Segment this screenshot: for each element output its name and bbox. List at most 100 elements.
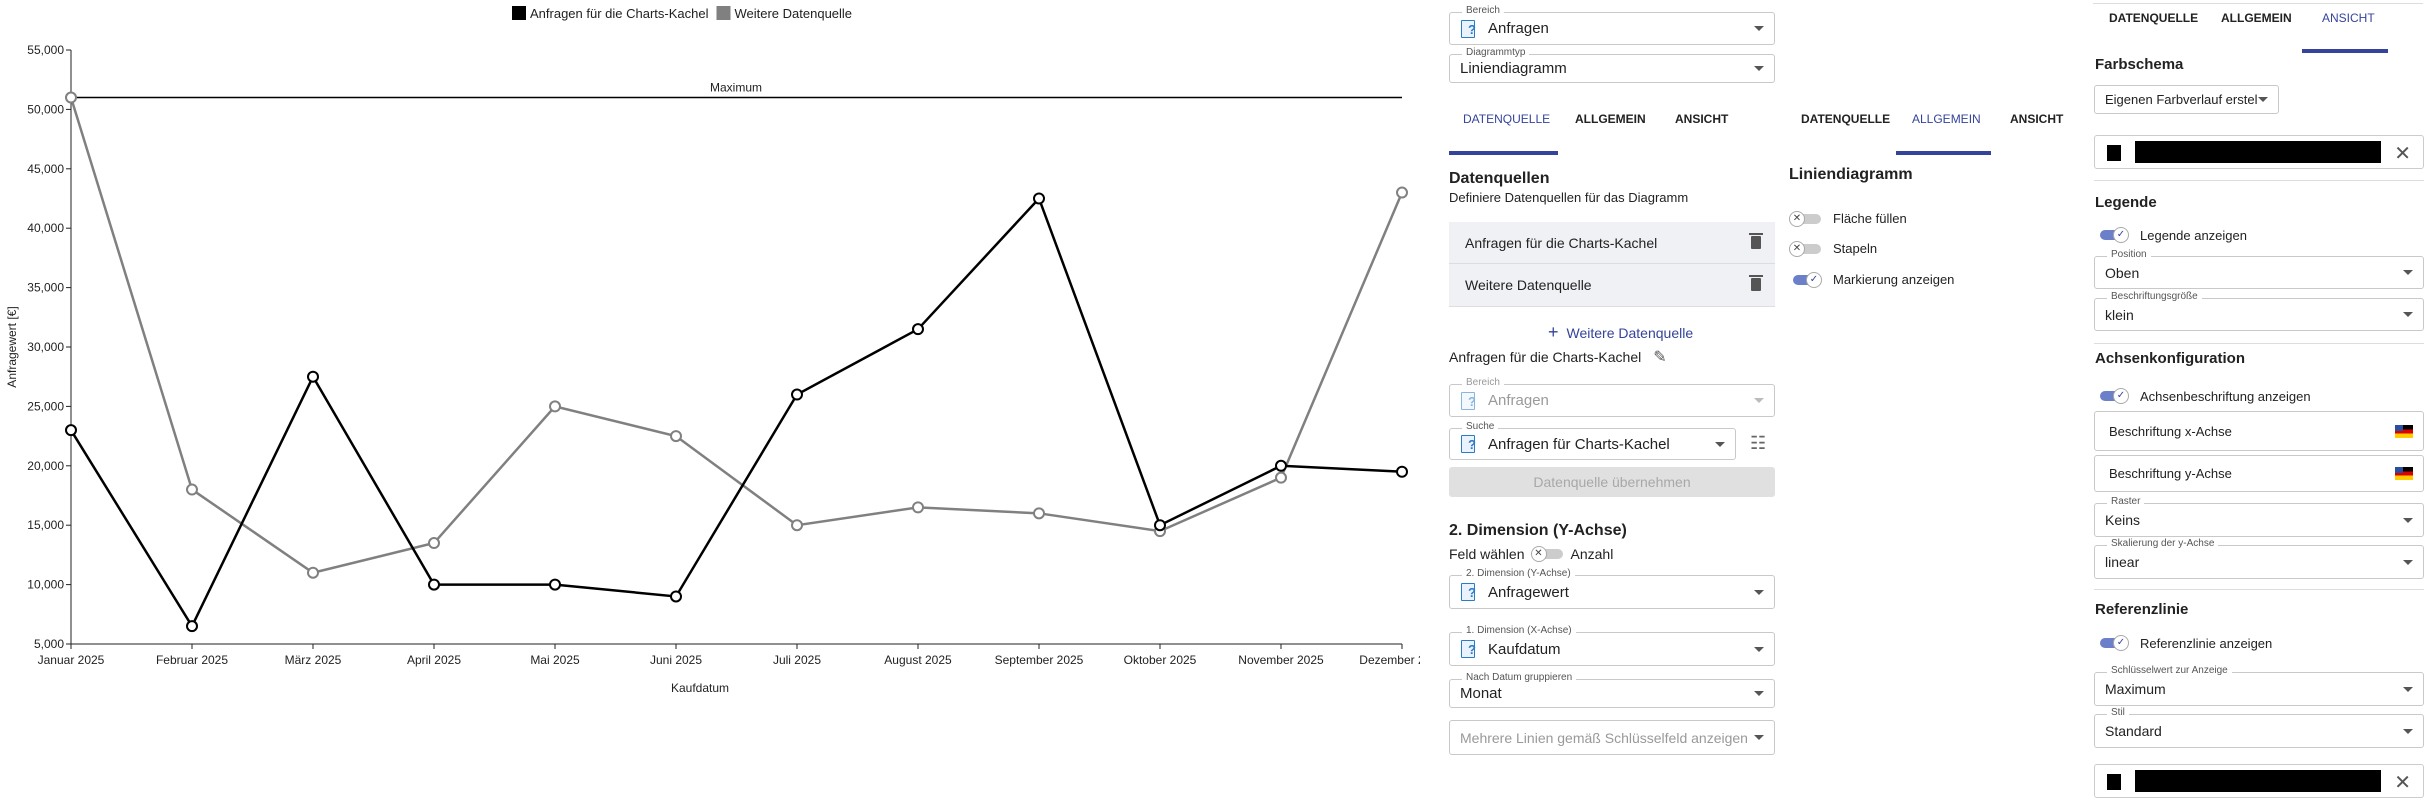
list-item[interactable]: Anfragen für die Charts-Kachel [1449,222,1775,264]
reference-line-label: Maximum [710,81,762,95]
y-tick-label: 25,000 [27,399,64,413]
y-scale-select[interactable]: Skalierung der y-Achse linear [2094,538,2424,579]
tab-ansicht[interactable]: ANSICHT [2322,11,2375,25]
x-axis-label-input[interactable]: Beschriftung x-Achse [2094,411,2424,451]
y-tick-label: 35,000 [27,281,64,295]
data-point [1033,507,1045,520]
tab-ansicht[interactable]: ANSICHT [1675,112,1729,126]
color-picker-row[interactable]: ✕ [2094,135,2424,169]
legend-swatch [716,6,731,20]
color-swatch[interactable] [2107,145,2121,161]
field-label: Skalierung der y-Achse [2107,538,2219,550]
filter-settings-icon[interactable]: ☷ [1750,433,1767,453]
caret-down-icon [2403,686,2413,692]
caret-down-icon [2403,728,2413,734]
bereich-select[interactable]: Bereich Anfragen [1449,5,1775,45]
position-select[interactable]: Position Oben [2094,249,2424,289]
field-value: Oben [2105,264,2140,281]
achsen-heading: Achsenkonfiguration [2095,350,2246,367]
dimension1-select[interactable]: 1. Dimension (X-Achse) Kaufdatum [1449,625,1775,666]
datenquellen-heading: Datenquellen [1449,170,1550,187]
legend-label: Weitere Datenquelle [734,6,852,21]
caret-down-icon [1754,398,1764,403]
data-point [791,519,803,532]
stapeln-toggle[interactable]: ✕ [1789,241,1823,257]
field-value: Kaufdatum [1488,640,1561,658]
tab-datenquelle[interactable]: DATENQUELLE [2109,11,2199,25]
x-tick-label: März 2025 [285,653,342,667]
source-name: Weitere Datenquelle [1465,277,1592,293]
field-label: 1. Dimension (X-Achse) [1462,625,1576,637]
flag-de-icon[interactable] [2395,424,2413,438]
x-tick-label: Oktober 2025 [1124,653,1197,667]
toggle-label: Stapeln [1833,241,1878,256]
caret-down-icon [1754,26,1764,31]
list-item[interactable]: Weitere Datenquelle [1449,264,1775,307]
apply-source-button[interactable]: Datenquelle übernehmen [1449,467,1775,497]
y-tick-label: 40,000 [27,221,64,235]
referenzlinie-toggle[interactable]: ✓ [2096,635,2130,651]
report-icon [1460,391,1478,411]
flaeche-fuellen-toggle[interactable]: ✕ [1789,211,1823,227]
group-by-date-select[interactable]: Nach Datum gruppieren Monat [1449,672,1775,708]
y-tick-label: 20,000 [27,459,64,473]
close-icon[interactable]: ✕ [2394,143,2411,165]
raster-select[interactable]: Raster Keins [2094,496,2424,537]
legende-toggle[interactable]: ✓ [2096,227,2130,243]
data-point [549,400,561,413]
markierung-toggle[interactable]: ✓ [1789,272,1823,288]
anzahl-label: Anzahl [1570,546,1614,562]
feld-waehlen-label: Feld wählen [1449,546,1525,562]
data-point [186,483,198,496]
field-label: Stil [2107,707,2129,719]
trash-icon[interactable] [1749,275,1763,291]
selected-source-title: Anfragen für die Charts-Kachel [1449,349,1642,365]
field-label: Position [2107,249,2151,261]
farbschema-select[interactable]: Eigenen Farbverlauf erstellen [2094,85,2279,114]
label-size-select[interactable]: Beschriftungsgröße klein [2094,291,2424,331]
dimension2-select[interactable]: 2. Dimension (Y-Achse) Anfragewert [1449,568,1775,609]
key-value-select[interactable]: Schlüsselwert zur Anzeige Maximum [2094,665,2424,706]
anzahl-toggle[interactable]: ✕ [1530,546,1565,562]
field-value: linear [2105,554,2140,570]
field-value: klein [2105,306,2134,323]
toggle-label: Fläche füllen [1833,211,1907,226]
y-axis-label-input[interactable]: Beschriftung y-Achse [2094,455,2424,492]
close-icon[interactable]: ✕ [2394,772,2411,794]
x-tick-label: Februar 2025 [156,653,228,667]
tab-ansicht[interactable]: ANSICHT [2010,112,2064,126]
multi-line-select[interactable]: Mehrere Linien gemäß Schlüsselfeld anzei… [1449,720,1775,755]
data-point [65,91,77,104]
reference-color-row[interactable]: ✕ [2094,764,2424,798]
field-value: Anfragen für Charts-Kachel [1488,435,1670,453]
pencil-icon[interactable]: ✎ [1653,349,1667,366]
x-tick-label: Dezember 2025 [1359,653,1420,667]
achsen-toggle[interactable]: ✓ [2096,388,2130,404]
color-bar[interactable] [2135,770,2381,792]
data-point [912,323,924,336]
tab-datenquelle[interactable]: DATENQUELLE [1801,112,1891,126]
add-source-button[interactable]: + Weitere Datenquelle [1548,322,1693,343]
data-point [1396,465,1408,478]
diagrammtyp-select[interactable]: Diagrammtyp Liniendiagramm [1449,47,1775,83]
caret-down-icon [2403,312,2413,317]
tab-datenquelle[interactable]: DATENQUELLE [1463,112,1551,126]
color-gradient-bar[interactable] [2135,141,2381,163]
tab-allgemein[interactable]: ALLGEMEIN [1575,112,1646,126]
data-point [670,590,682,603]
y-tick-label: 15,000 [27,518,64,532]
suche-select[interactable]: Suche Anfragen für Charts-Kachel [1449,421,1736,460]
style-select[interactable]: Stil Standard [2094,707,2424,748]
tab-allgemein[interactable]: ALLGEMEIN [2221,11,2292,25]
data-point [186,620,198,633]
trash-icon[interactable] [1749,232,1763,249]
field-label: 2. Dimension (Y-Achse) [1462,568,1575,580]
legend-swatch [512,6,526,20]
color-swatch[interactable] [2107,774,2121,790]
tab-allgemein[interactable]: ALLGEMEIN [1912,112,1981,126]
flag-de-icon[interactable] [2395,467,2413,480]
x-tick-label: September 2025 [995,653,1084,667]
divider [2094,180,2424,181]
series-line [69,97,1404,575]
report-icon [1460,19,1478,39]
